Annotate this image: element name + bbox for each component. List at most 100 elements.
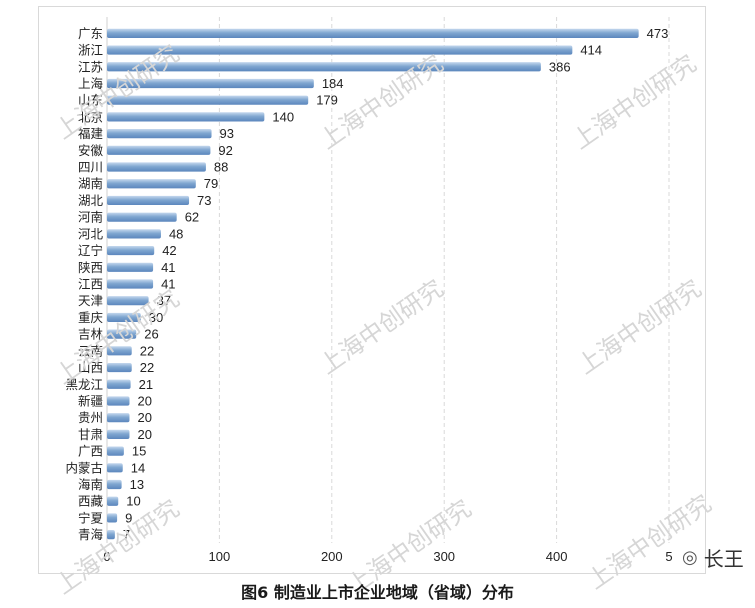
category-label: 湖北 — [78, 193, 104, 208]
value-label: 15 — [132, 444, 146, 459]
category-label: 湖南 — [78, 176, 103, 191]
bar-9 — [107, 179, 196, 189]
bar-10 — [107, 195, 190, 206]
category-label: 吉林 — [78, 327, 104, 342]
category-label: 江西 — [78, 277, 103, 292]
category-label: 天津 — [78, 293, 103, 308]
corner-text: 长王 — [703, 547, 744, 571]
category-label: 北京 — [78, 109, 103, 124]
category-label: 青海 — [78, 527, 104, 542]
value-label: 48 — [169, 226, 183, 241]
category-label: 辽宁 — [78, 243, 103, 258]
category-label: 云南 — [78, 343, 103, 358]
bar-28 — [107, 496, 119, 506]
category-label: 黑龙江 — [65, 377, 103, 392]
x-tick-label: 5 — [665, 549, 672, 564]
bar-11 — [107, 212, 177, 222]
category-label: 海南 — [78, 477, 103, 492]
category-label: 山西 — [78, 360, 103, 375]
category-label: 贵州 — [78, 410, 103, 425]
value-label: 88 — [214, 160, 228, 175]
category-label: 新疆 — [78, 393, 103, 408]
bar-30 — [107, 530, 115, 540]
x-tick-label: 300 — [433, 549, 455, 564]
bar-19 — [107, 346, 132, 356]
wechat-icon: ◎ — [682, 547, 698, 568]
bar-21 — [107, 379, 131, 389]
bar-chart: 4734143861841791409392887973624842414137… — [65, 17, 673, 564]
corner-badge: ◎ 长王 — [682, 543, 744, 572]
category-label: 广东 — [78, 26, 103, 41]
category-label: 广西 — [78, 444, 103, 459]
value-label: 30 — [149, 310, 163, 325]
bar-1 — [107, 45, 573, 55]
bar-4 — [107, 95, 309, 105]
category-label: 浙江 — [78, 43, 103, 58]
category-label: 山东 — [78, 93, 103, 108]
category-label: 内蒙古 — [65, 460, 103, 475]
value-label: 26 — [144, 327, 158, 342]
value-label: 140 — [272, 109, 294, 124]
value-label: 10 — [126, 494, 140, 509]
value-label: 92 — [218, 143, 232, 158]
bar-20 — [107, 362, 132, 373]
bar-13 — [107, 245, 155, 256]
chart-frame: 473 414 386 184 179 140 93 92 88 79 73 62 48 42 41 41 37… — [38, 6, 716, 600]
value-label: 9 — [125, 510, 132, 525]
x-tick-label: 400 — [546, 549, 568, 564]
bar-16 — [107, 296, 149, 306]
category-label: 宁夏 — [78, 510, 104, 525]
bar-23 — [107, 413, 130, 423]
category-label: 甘肃 — [78, 427, 103, 442]
bar-24 — [107, 429, 130, 439]
value-label: 20 — [137, 393, 151, 408]
value-label: 20 — [137, 410, 151, 425]
bar-8 — [107, 162, 206, 172]
bar-15 — [107, 279, 154, 289]
value-label: 93 — [220, 126, 234, 141]
bar-18 — [107, 329, 137, 339]
bar-0 — [107, 28, 639, 38]
category-label: 安徽 — [78, 143, 104, 158]
value-label: 41 — [161, 277, 175, 292]
bar-29 — [107, 513, 118, 523]
bar-22 — [107, 396, 130, 406]
bar-14 — [107, 262, 154, 272]
category-label: 四川 — [78, 160, 103, 175]
value-label: 414 — [580, 43, 602, 58]
value-label: 386 — [549, 59, 571, 74]
bar-26 — [107, 463, 123, 473]
x-tick-label: 100 — [209, 549, 231, 564]
category-label: 河北 — [78, 226, 104, 241]
bar-25 — [107, 446, 124, 456]
value-label: 184 — [322, 76, 344, 91]
bar-2 — [107, 62, 541, 72]
value-label: 7 — [123, 527, 130, 542]
bar-17 — [107, 312, 141, 323]
x-tick-label: 0 — [103, 549, 110, 564]
category-label: 上海 — [78, 76, 104, 91]
category-label: 江苏 — [78, 59, 103, 74]
value-label: 22 — [140, 360, 154, 375]
value-label: 473 — [647, 26, 669, 41]
bar-3 — [107, 78, 314, 89]
value-label: 20 — [137, 427, 151, 442]
category-label: 陕西 — [78, 260, 103, 275]
value-label: 179 — [316, 93, 338, 108]
x-tick-label: 200 — [321, 549, 343, 564]
value-label: 73 — [197, 193, 211, 208]
value-label: 14 — [131, 460, 145, 475]
category-label: 福建 — [78, 126, 104, 141]
figure-caption: 图6 制造业上市企业地域（省域）分布 — [241, 583, 514, 602]
value-label: 21 — [139, 377, 153, 392]
value-label: 22 — [140, 343, 154, 358]
category-label: 重庆 — [78, 310, 104, 325]
bar-6 — [107, 129, 212, 139]
value-label: 42 — [162, 243, 176, 258]
bar-7 — [107, 145, 211, 155]
bar-5 — [107, 112, 265, 122]
value-label: 79 — [204, 176, 218, 191]
value-label: 13 — [130, 477, 144, 492]
bar-12 — [107, 229, 161, 239]
value-label: 62 — [185, 210, 199, 225]
